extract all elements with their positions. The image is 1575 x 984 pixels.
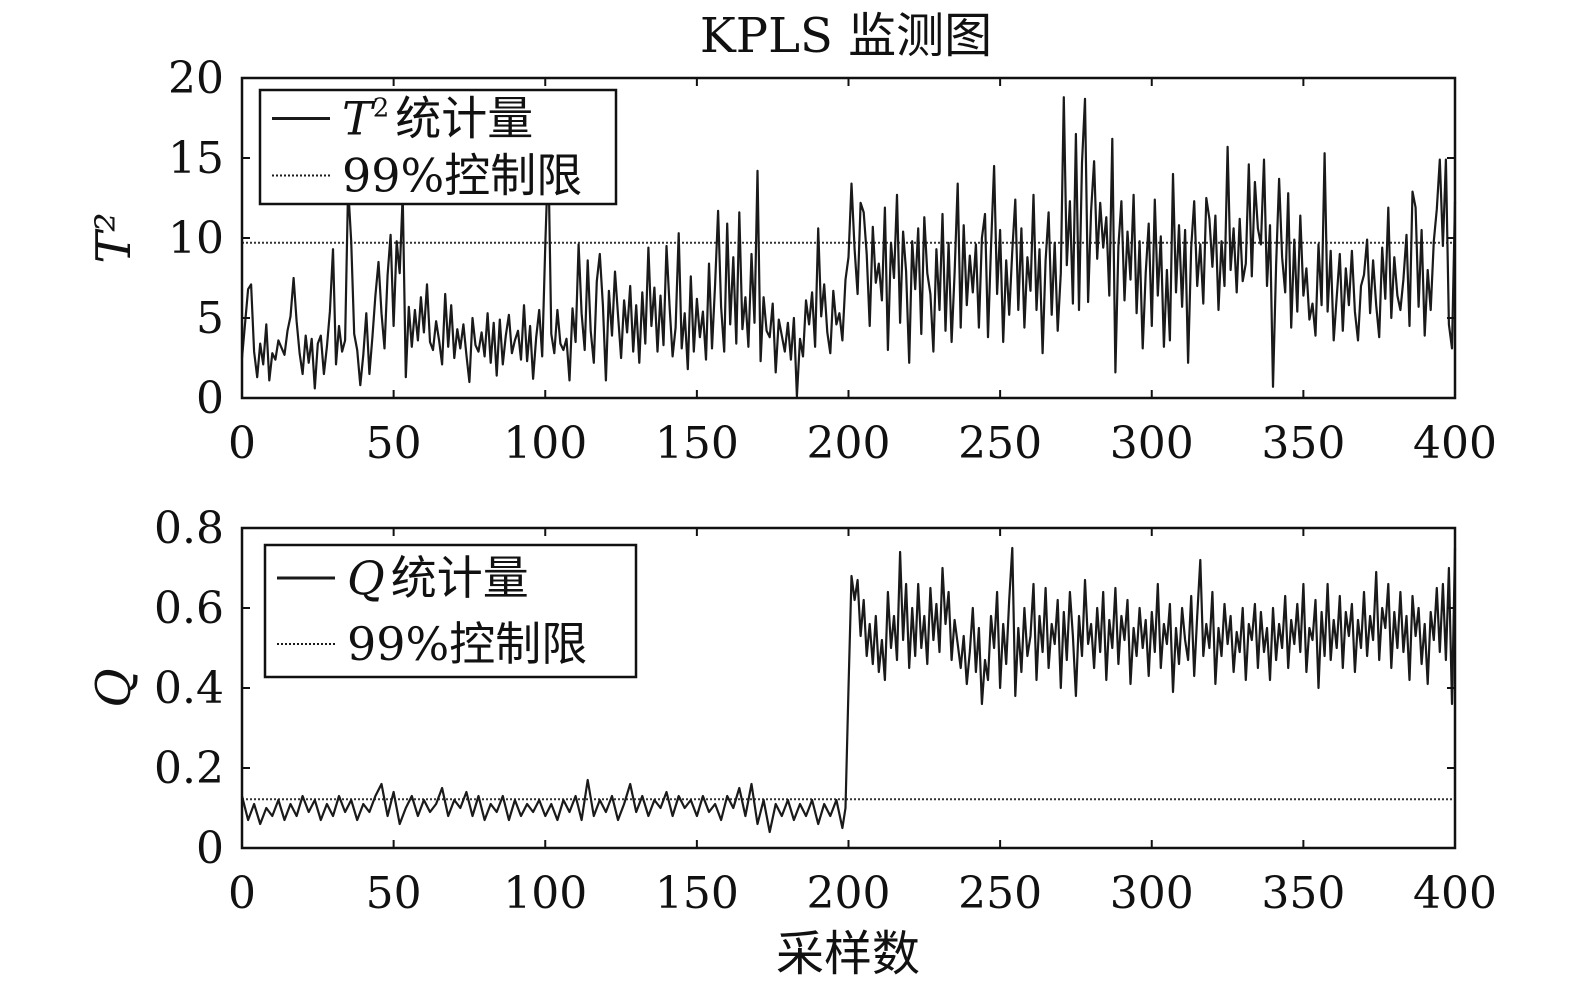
y-tick-label: 5: [196, 293, 224, 344]
legend-label: 99%控制限: [342, 149, 582, 203]
y-tick-label: 15: [168, 133, 224, 184]
legend-frame: [258, 88, 618, 206]
x-tick-label: 200: [807, 868, 891, 919]
x-tick-label: 350: [1261, 418, 1345, 469]
x-tick-label: 0: [228, 418, 256, 469]
y-tick-label: 0: [196, 823, 224, 874]
x-tick-label: 250: [958, 868, 1042, 919]
y-tick-label: 0: [196, 373, 224, 424]
x-tick-label: 150: [655, 868, 739, 919]
x-axis-label: 采样数: [776, 926, 920, 982]
x-tick-label: 50: [366, 868, 422, 919]
legend-entry: Q 统计量: [277, 551, 529, 605]
legend-label: 99%控制限: [347, 617, 587, 671]
legend-text: 统计量: [395, 92, 533, 146]
x-tick-label: 400: [1413, 418, 1497, 469]
x-tick-label: 350: [1261, 868, 1345, 919]
legend-frame: [263, 543, 638, 679]
legend-sup: 2: [373, 94, 390, 124]
y-axis-label: Q: [86, 668, 142, 707]
x-tick-label: 400: [1413, 868, 1497, 919]
y-tick-label: 0.4: [154, 663, 224, 714]
legend: Q 统计量 99%控制限: [263, 543, 638, 679]
legend-text: 统计量: [391, 551, 529, 605]
legend-entry: 99%控制限: [272, 149, 582, 203]
x-tick-label: 50: [366, 418, 422, 469]
x-tick-label: 100: [503, 868, 587, 919]
t2-panel: 0 50 100 150 200 250 300 350 400 0 5 10 15 20 T² T2 统计量9…: [86, 53, 1497, 469]
legend-var: T: [342, 92, 376, 146]
x-tick-label: 150: [655, 418, 739, 469]
legend-entry: 99%控制限: [277, 617, 587, 671]
legend-label: T2 统计量: [342, 92, 533, 146]
x-tick-label: 200: [807, 418, 891, 469]
statistic-series-line: [240, 546, 1457, 834]
y-tick-label: 0.8: [154, 503, 224, 554]
legend-text: 99%控制限: [342, 149, 582, 203]
y-axis-label: T²: [86, 212, 142, 263]
y-tick-label: 10: [168, 213, 224, 264]
legend-label: Q 统计量: [347, 551, 529, 605]
legend-var: Q: [347, 551, 385, 605]
legend-entry: T2 统计量: [272, 92, 533, 146]
figure-title: KPLS 监测图: [700, 8, 992, 64]
x-tick-label: 250: [958, 418, 1042, 469]
x-tick-label: 0: [228, 868, 256, 919]
y-tick-label: 0.2: [154, 743, 224, 794]
y-tick-label: 0.6: [154, 583, 224, 634]
x-tick-label: 300: [1110, 418, 1194, 469]
y-tick-label: 20: [168, 53, 224, 104]
legend-text: 99%控制限: [347, 617, 587, 671]
x-tick-label: 100: [503, 418, 587, 469]
x-tick-label: 300: [1110, 868, 1194, 919]
statistic-series-line: [240, 96, 1457, 398]
